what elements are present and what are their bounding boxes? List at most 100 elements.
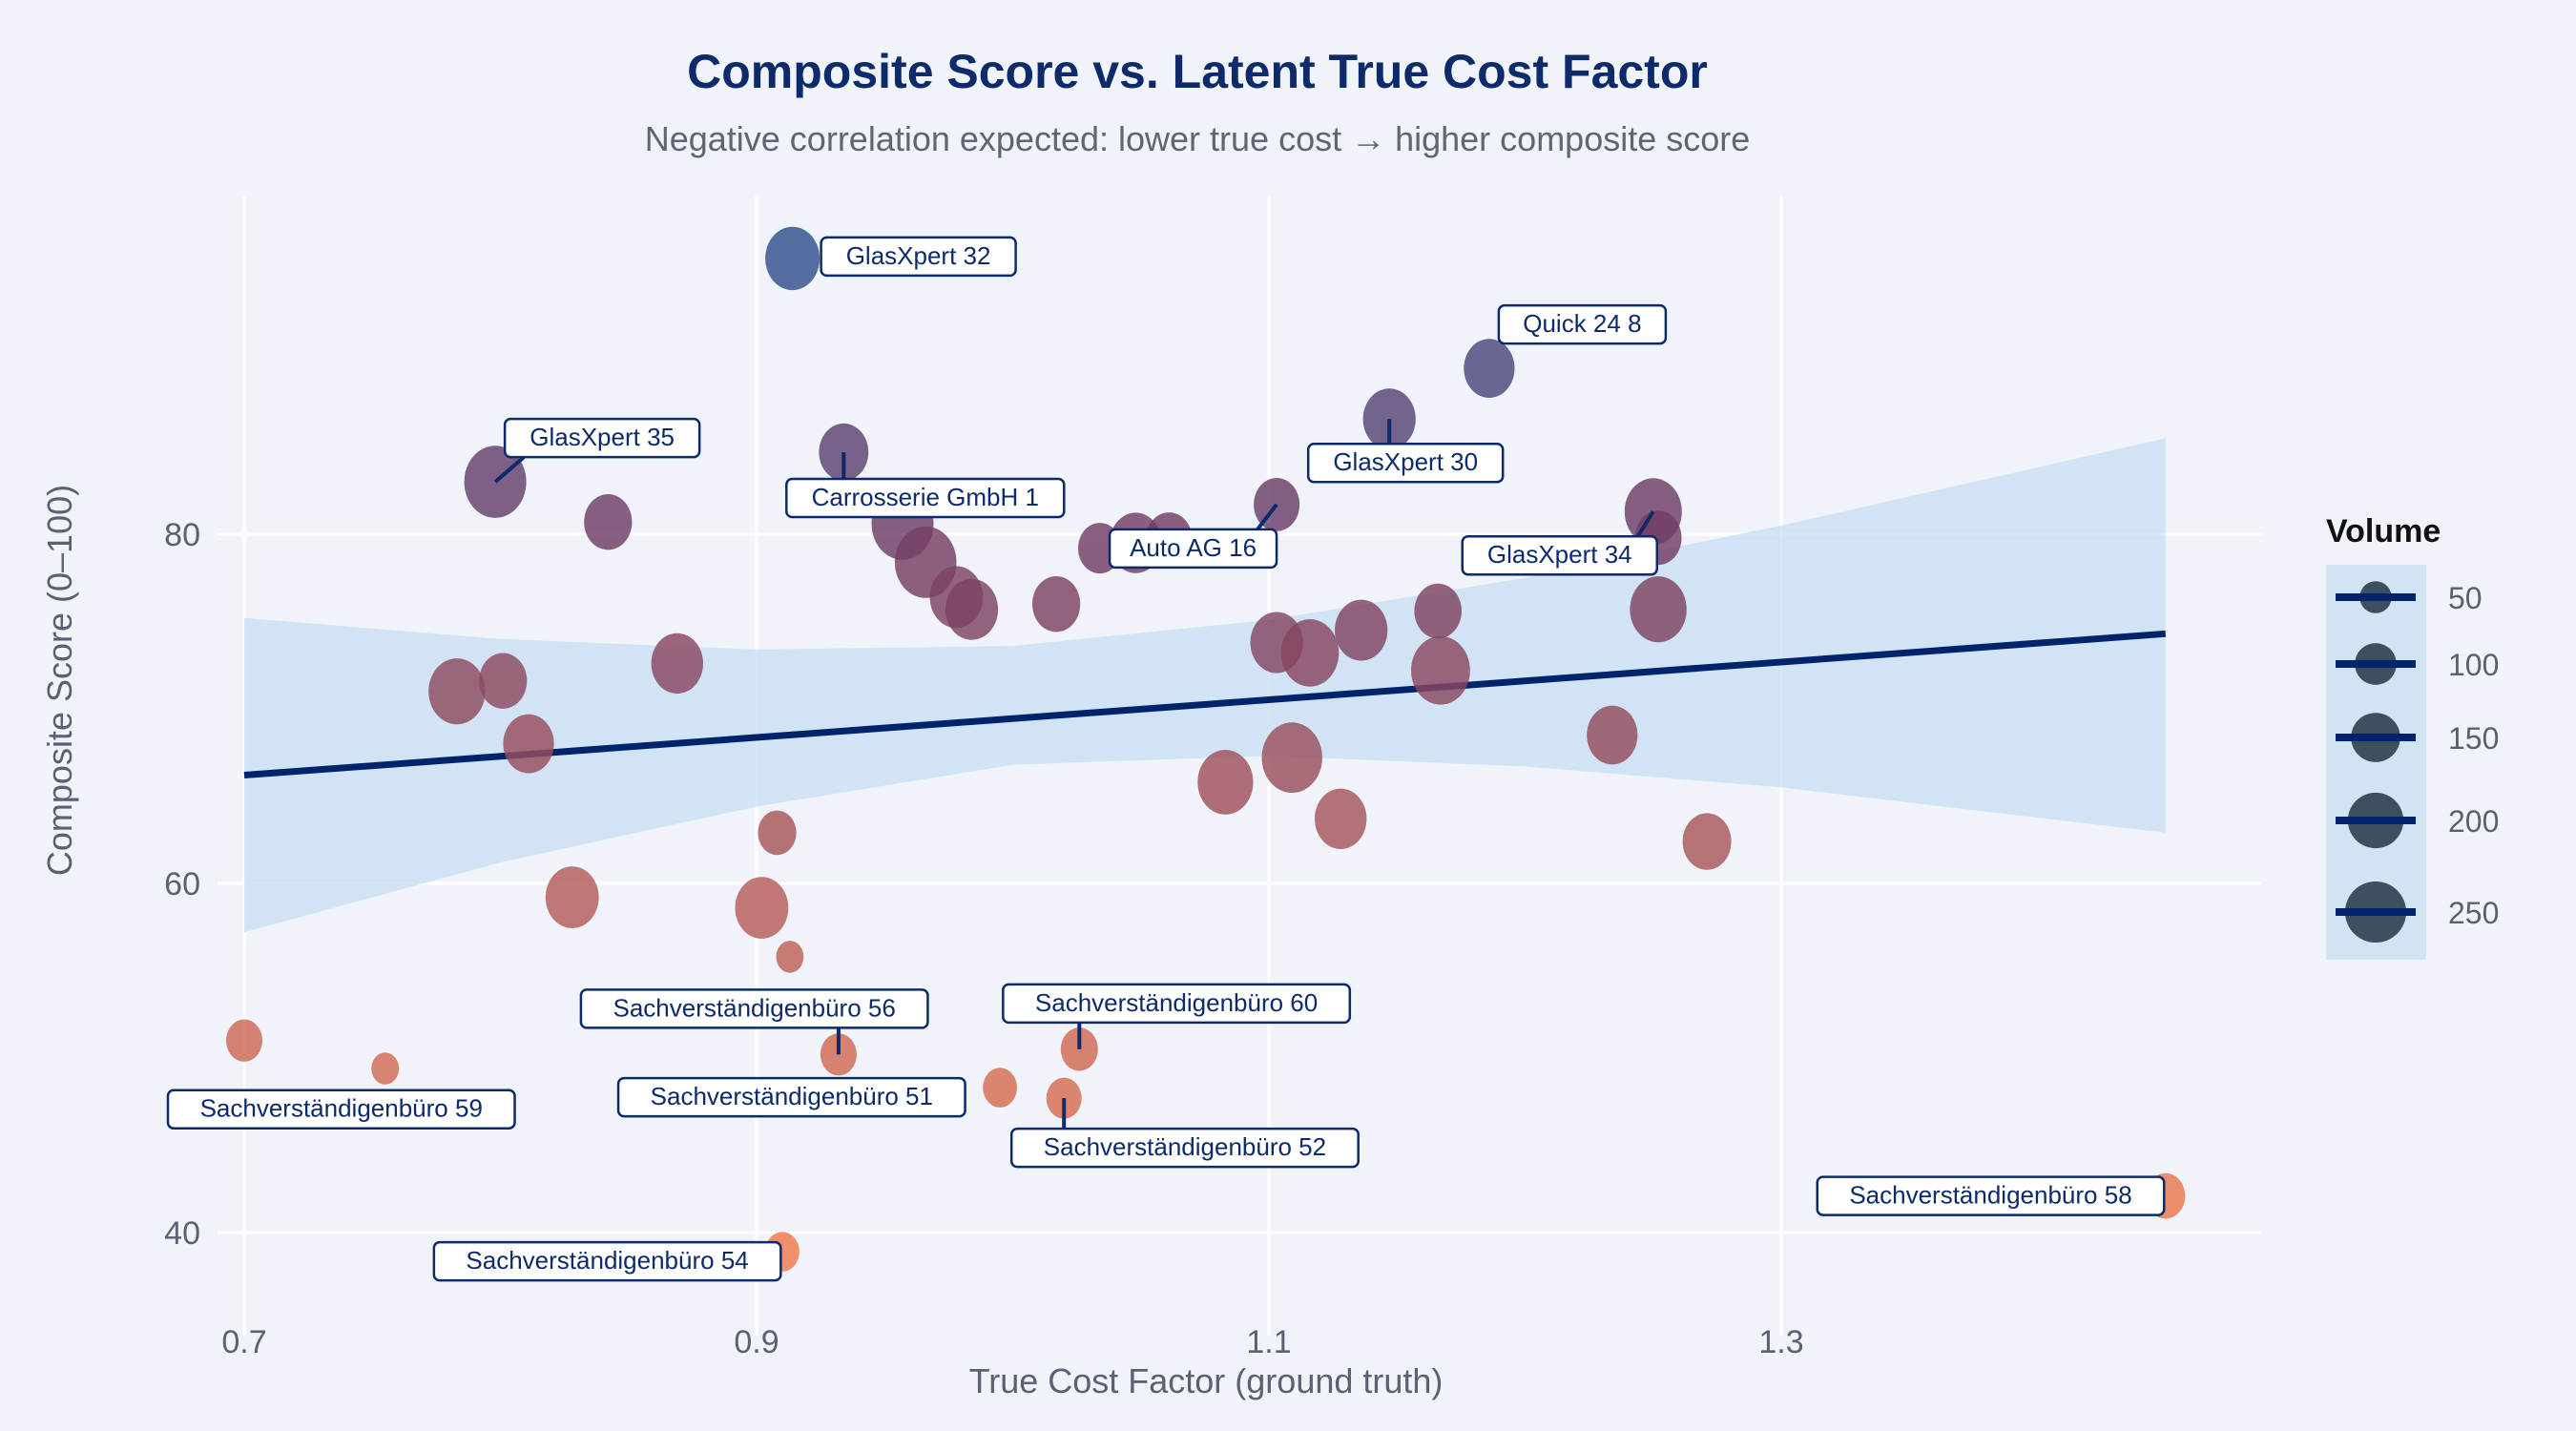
annotation-box xyxy=(616,1076,966,1118)
legend-item: 150 xyxy=(2336,713,2499,762)
legend-label: 150 xyxy=(2448,721,2499,756)
legend-title: Volume xyxy=(2326,513,2441,550)
annotation-leader-line xyxy=(493,455,526,484)
annotation-label: Sachverständigenbüro 56 xyxy=(613,993,896,1022)
annotation-box xyxy=(579,988,929,1029)
annotation: Carrosserie GmbH 1 xyxy=(785,451,1066,519)
confidence-band-layer xyxy=(244,438,2166,933)
annotation-leader-line xyxy=(1636,510,1655,538)
legend-label: 200 xyxy=(2448,804,2499,839)
annotation-label: Auto AG 16 xyxy=(1130,533,1257,562)
legend-item: 50 xyxy=(2336,581,2483,615)
y-tick-label: 40 xyxy=(164,1215,200,1252)
legend-items: 50 100 150 200 250 xyxy=(2336,581,2499,944)
annotation: Sachverständigenbüro 52 xyxy=(1009,1098,1360,1169)
annotation-box xyxy=(432,1240,782,1282)
data-point[interactable] xyxy=(983,1068,1017,1108)
annotation-label: Sachverständigenbüro 58 xyxy=(1849,1181,2131,1210)
x-tick-label: 1.1 xyxy=(1246,1324,1291,1360)
annotation-label: Sachverständigenbüro 52 xyxy=(1044,1132,1326,1161)
annotation-box xyxy=(820,236,1017,278)
annotation: Sachverständigenbüro 51 xyxy=(616,1076,966,1118)
legend-item: 250 xyxy=(2336,881,2499,944)
annotation-box xyxy=(785,477,1066,519)
data-point[interactable] xyxy=(1362,388,1416,450)
data-point[interactable] xyxy=(1197,750,1254,815)
annotation-label: GlasXpert 34 xyxy=(1487,540,1632,569)
annotation: GlasXpert 32 xyxy=(820,236,1017,278)
x-axis-ticks: 0.7 0.9 1.1 1.3 xyxy=(221,1324,1803,1360)
annotation-box xyxy=(1816,1175,2166,1216)
data-point[interactable] xyxy=(1411,635,1470,705)
chart-title: Composite Score vs. Latent True Cost Fac… xyxy=(687,45,1708,98)
data-point[interactable] xyxy=(1630,576,1687,643)
annotation-box xyxy=(1497,303,1668,345)
legend-item: 200 xyxy=(2336,792,2499,849)
annotation: GlasXpert 30 xyxy=(1306,419,1505,484)
annotation-box xyxy=(166,1089,516,1130)
data-point[interactable] xyxy=(584,494,633,550)
data-point[interactable] xyxy=(428,658,486,725)
annotation: GlasXpert 35 xyxy=(493,417,701,484)
chart-subtitle: Negative correlation expected: lower tru… xyxy=(645,119,1751,158)
annotation: Sachverständigenbüro 56 xyxy=(579,988,929,1055)
data-point[interactable] xyxy=(479,653,528,709)
annotation: Sachverständigenbüro 54 xyxy=(432,1240,782,1282)
data-point[interactable] xyxy=(735,877,789,939)
data-point[interactable] xyxy=(464,446,527,518)
annotation-box xyxy=(503,417,701,459)
annotation-leader-line xyxy=(1256,503,1278,531)
y-axis-ticks: 40 60 80 xyxy=(164,517,200,1252)
legend-label: 100 xyxy=(2448,648,2499,682)
annotation: Sachverständigenbüro 60 xyxy=(1002,983,1352,1049)
data-point[interactable] xyxy=(1032,576,1081,633)
x-tick-label: 1.3 xyxy=(1758,1324,1803,1360)
data-point[interactable] xyxy=(1464,339,1515,398)
confidence-band xyxy=(244,438,2166,933)
data-point[interactable] xyxy=(758,810,797,856)
data-point[interactable] xyxy=(1587,705,1638,765)
x-tick-label: 0.9 xyxy=(734,1324,779,1360)
data-point[interactable] xyxy=(1335,599,1388,661)
data-point[interactable] xyxy=(1682,813,1732,870)
annotation: Auto AG 16 xyxy=(1108,503,1278,570)
annotation: Sachverständigenbüro 58 xyxy=(1816,1175,2166,1216)
trend-line-layer xyxy=(243,630,2167,779)
annotation: Quick 24 8 xyxy=(1497,303,1668,345)
legend-label: 50 xyxy=(2448,581,2483,615)
data-point[interactable] xyxy=(503,714,554,774)
annotation-label: Quick 24 8 xyxy=(1523,309,1641,338)
annotation-box xyxy=(1009,1127,1360,1169)
y-tick-label: 60 xyxy=(164,866,200,902)
y-axis-title: Composite Score (0–100) xyxy=(40,485,79,876)
points-layer xyxy=(226,226,2186,1272)
size-legend: Volume 50 100 150 200 250 xyxy=(2326,513,2499,960)
annotation-label: Sachverständigenbüro 51 xyxy=(651,1082,933,1110)
annotations-layer: GlasXpert 32 Quick 24 8 GlasXpert 30 GlasXp… xyxy=(166,236,2166,1282)
data-point[interactable] xyxy=(1315,788,1367,849)
x-axis-title: True Cost Factor (ground truth) xyxy=(969,1361,1444,1400)
data-point[interactable] xyxy=(776,941,804,973)
annotation-label: GlasXpert 32 xyxy=(846,241,991,270)
data-point[interactable] xyxy=(765,226,821,291)
legend-label: 250 xyxy=(2448,896,2499,930)
data-point[interactable] xyxy=(1280,619,1340,687)
x-tick-label: 0.7 xyxy=(221,1324,266,1360)
annotation-box xyxy=(1306,442,1505,484)
data-point[interactable] xyxy=(226,1019,262,1062)
annotation-label: Sachverständigenbüro 54 xyxy=(466,1246,748,1275)
annotation: GlasXpert 34 xyxy=(1461,510,1658,576)
data-point[interactable] xyxy=(945,578,999,640)
data-point[interactable] xyxy=(371,1052,400,1085)
data-point[interactable] xyxy=(545,866,599,928)
annotation-label: Sachverständigenbüro 59 xyxy=(200,1094,483,1123)
data-point[interactable] xyxy=(1414,583,1462,639)
data-point[interactable] xyxy=(1261,722,1322,794)
data-point[interactable] xyxy=(651,633,703,695)
annotation-label: Sachverständigenbüro 60 xyxy=(1035,988,1318,1017)
annotation-box xyxy=(1461,534,1658,576)
trend-line xyxy=(243,630,2167,779)
annotation-box xyxy=(1108,528,1278,570)
legend-item: 100 xyxy=(2336,643,2499,685)
